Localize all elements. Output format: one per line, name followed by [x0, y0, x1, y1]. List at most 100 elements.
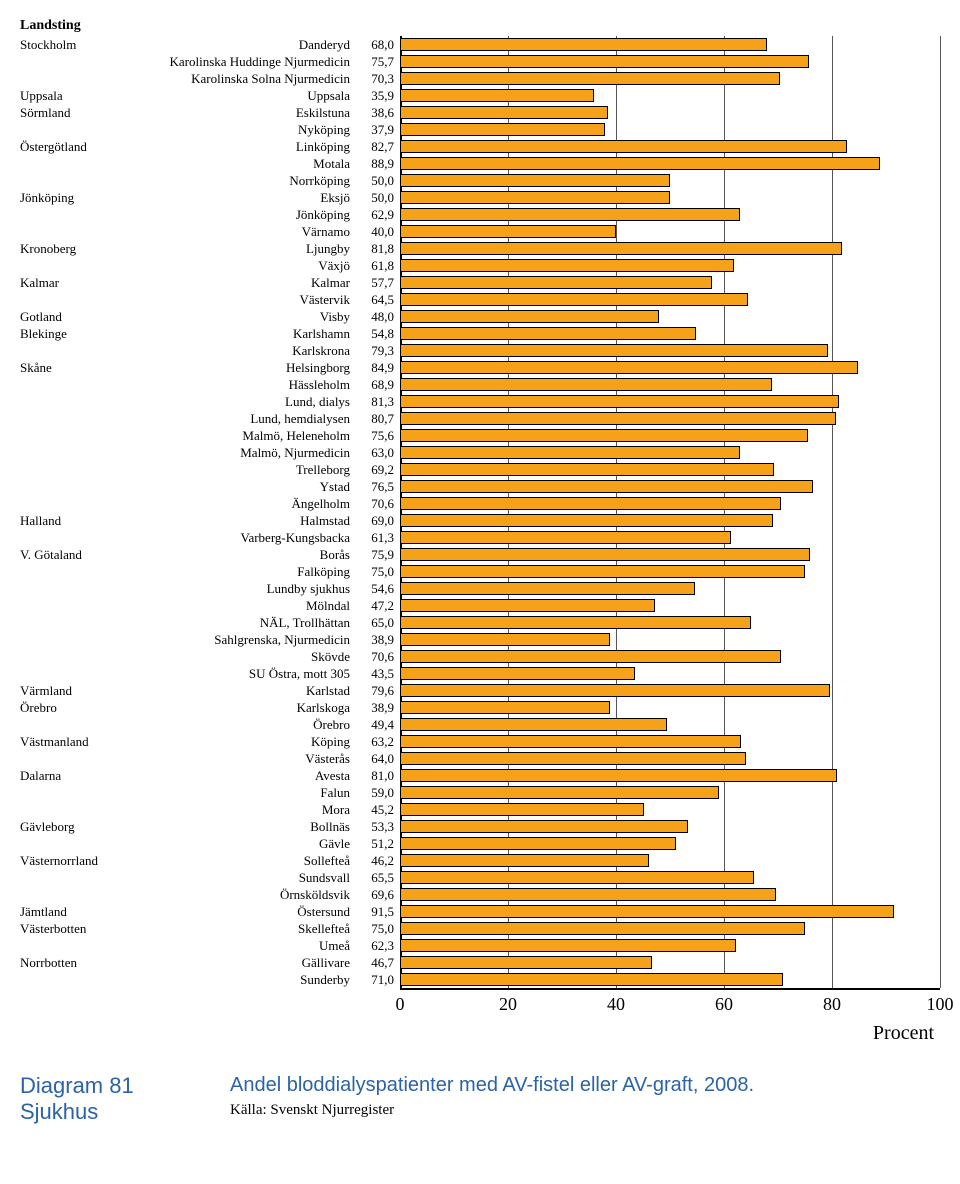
table-row: Falun59,0: [20, 784, 940, 801]
value-cell: 68,9: [360, 376, 400, 393]
landsting-cell: Norrbotten: [20, 954, 148, 971]
x-tick-label: 60: [715, 994, 733, 1015]
bar-cell: [400, 750, 940, 767]
sjukhus-cell: Gävle: [148, 835, 360, 852]
bar-cell: [400, 291, 940, 308]
table-row: Sundsvall65,5: [20, 869, 940, 886]
value-cell: 69,2: [360, 461, 400, 478]
bar-cell: [400, 308, 940, 325]
sjukhus-cell: Karolinska Huddinge Njurmedicin: [148, 53, 360, 70]
x-axis: 020406080100: [20, 988, 940, 1016]
bar: [400, 344, 828, 357]
value-cell: 65,5: [360, 869, 400, 886]
x-tick-label: 0: [396, 994, 405, 1015]
landsting-cell: Gävleborg: [20, 818, 148, 835]
bar: [400, 123, 605, 136]
bar: [400, 718, 667, 731]
table-row: Sahlgrenska, Njurmedicin38,9: [20, 631, 940, 648]
landsting-cell: Kronoberg: [20, 240, 148, 257]
value-cell: 45,2: [360, 801, 400, 818]
landsting-cell: Halland: [20, 512, 148, 529]
sjukhus-cell: Hässleholm: [148, 376, 360, 393]
bar-cell: [400, 36, 940, 53]
bar-cell: [400, 240, 940, 257]
value-cell: 65,0: [360, 614, 400, 631]
bar-cell: [400, 274, 940, 291]
sjukhus-cell: SU Östra, mott 305: [148, 665, 360, 682]
landsting-cell: [20, 495, 148, 512]
landsting-cell: [20, 206, 148, 223]
sjukhus-cell: Kalmar: [148, 274, 360, 291]
landsting-cell: [20, 801, 148, 818]
bar-cell: [400, 138, 940, 155]
bar-cell: [400, 512, 940, 529]
value-cell: 64,5: [360, 291, 400, 308]
table-row: Malmö, Heleneholm75,6: [20, 427, 940, 444]
chart-footer: Diagram 81 Sjukhus Andel bloddialyspatie…: [20, 1073, 940, 1126]
value-cell: 63,0: [360, 444, 400, 461]
sjukhus-cell: Västervik: [148, 291, 360, 308]
bar: [400, 616, 751, 629]
value-cell: 43,5: [360, 665, 400, 682]
sjukhus-cell: Uppsala: [148, 87, 360, 104]
sjukhus-cell: NÄL, Trollhättan: [148, 614, 360, 631]
bar-cell: [400, 427, 940, 444]
table-row: Gävle51,2: [20, 835, 940, 852]
value-cell: 75,0: [360, 920, 400, 937]
sjukhus-cell: Eksjö: [148, 189, 360, 206]
sjukhus-cell: Norrköping: [148, 172, 360, 189]
value-cell: 40,0: [360, 223, 400, 240]
page: Landsting StockholmDanderyd68,0Karolinsk…: [0, 0, 960, 1184]
sjukhus-cell: Bollnäs: [148, 818, 360, 835]
landsting-cell: [20, 937, 148, 954]
bar: [400, 701, 610, 714]
sjukhus-cell: Köping: [148, 733, 360, 750]
landsting-cell: [20, 580, 148, 597]
landsting-cell: [20, 631, 148, 648]
x-tick-label: 20: [499, 994, 517, 1015]
landsting-cell: [20, 223, 148, 240]
landsting-cell: Värmland: [20, 682, 148, 699]
value-cell: 61,8: [360, 257, 400, 274]
bar-cell: [400, 716, 940, 733]
table-row: Nyköping37,9: [20, 121, 940, 138]
bar: [400, 582, 695, 595]
bar-cell: [400, 580, 940, 597]
bar-cell: [400, 767, 940, 784]
sjukhus-cell: Borås: [148, 546, 360, 563]
value-cell: 76,5: [360, 478, 400, 495]
bar: [400, 89, 594, 102]
value-cell: 88,9: [360, 155, 400, 172]
sjukhus-cell: Örnsköldsvik: [148, 886, 360, 903]
table-row: V. GötalandBorås75,9: [20, 546, 940, 563]
landsting-cell: [20, 376, 148, 393]
landsting-cell: Kalmar: [20, 274, 148, 291]
sjukhus-cell: Skövde: [148, 648, 360, 665]
bar: [400, 412, 836, 425]
table-row: SU Östra, mott 30543,5: [20, 665, 940, 682]
bar: [400, 803, 644, 816]
table-row: DalarnaAvesta81,0: [20, 767, 940, 784]
table-row: GotlandVisby48,0: [20, 308, 940, 325]
x-tick-label: 80: [823, 994, 841, 1015]
landsting-cell: Gotland: [20, 308, 148, 325]
value-cell: 91,5: [360, 903, 400, 920]
landsting-cell: [20, 529, 148, 546]
bar: [400, 361, 858, 374]
header-sjukhus: [148, 18, 360, 36]
bar: [400, 378, 772, 391]
value-cell: 46,2: [360, 852, 400, 869]
bar-cell: [400, 903, 940, 920]
sjukhus-cell: Jönköping: [148, 206, 360, 223]
table-row: Skövde70,6: [20, 648, 940, 665]
bar-cell: [400, 172, 940, 189]
value-cell: 68,0: [360, 36, 400, 53]
bar: [400, 293, 748, 306]
bar-cell: [400, 393, 940, 410]
bar: [400, 259, 734, 272]
bar: [400, 667, 635, 680]
sjukhus-cell: Västerås: [148, 750, 360, 767]
table-row: Lund, hemdialysen80,7: [20, 410, 940, 427]
landsting-cell: [20, 665, 148, 682]
header-landsting: Landsting: [20, 18, 148, 36]
